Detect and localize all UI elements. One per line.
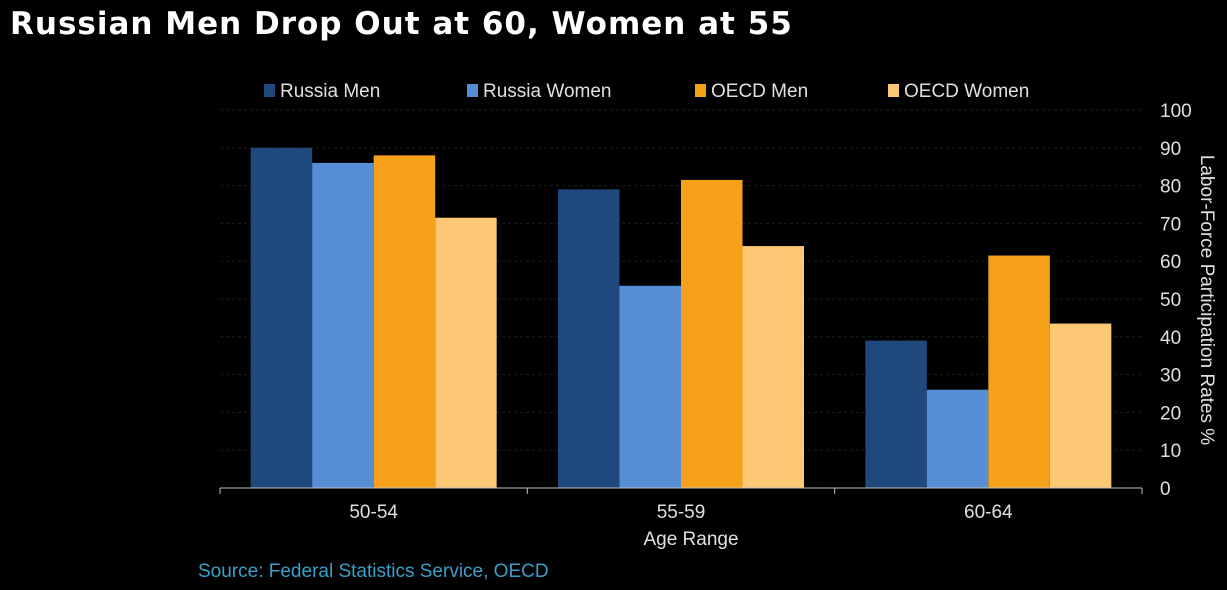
y-tick-label: 60 xyxy=(1160,252,1181,273)
bar-oecd-women-55-59 xyxy=(742,246,804,488)
legend-swatch-russia-women xyxy=(467,84,478,97)
x-tick-label: 50-54 xyxy=(349,502,398,523)
axes: 0 10 20 30 40 50 60 70 80 90 100 50-54 55-59 60-64 Age… xyxy=(219,101,1217,550)
source-note: Source: Federal Statistics Service, OECD xyxy=(198,561,549,582)
legend-label: Russia Women xyxy=(483,81,611,102)
bar-russia-men-55-59 xyxy=(558,189,620,488)
legend-label: OECD Women xyxy=(904,81,1029,102)
legend-label: OECD Men xyxy=(711,81,808,102)
x-tick-label: 55-59 xyxy=(657,502,706,523)
x-tick-label: 60-64 xyxy=(964,502,1013,523)
y-tick-label: 80 xyxy=(1160,177,1181,198)
chart-title: Russian Men Drop Out at 60, Women at 55 xyxy=(10,6,793,42)
bar-oecd-women-60-64 xyxy=(1049,323,1112,488)
legend: Russia Men Russia Women OECD Men OECD Women xyxy=(264,81,1029,102)
bar-oecd-men-60-64 xyxy=(988,255,1050,488)
bar-oecd-men-55-59 xyxy=(681,179,743,488)
y-tick-label: 30 xyxy=(1160,366,1181,387)
y-axis-title: Labor-Force Participation Rates % xyxy=(1196,155,1217,446)
y-tick-label: 20 xyxy=(1160,403,1181,424)
y-tick-label: 10 xyxy=(1160,441,1181,462)
y-tick-label: 40 xyxy=(1160,328,1181,349)
bar-oecd-men-50-54 xyxy=(373,155,436,489)
bar-russia-women-60-64 xyxy=(926,389,989,488)
y-tick-label: 100 xyxy=(1160,101,1192,122)
y-tick-label: 70 xyxy=(1160,214,1181,235)
bar-russia-women-55-59 xyxy=(619,285,681,488)
y-tick-label: 0 xyxy=(1160,479,1171,500)
y-tick-label: 90 xyxy=(1160,139,1181,160)
legend-swatch-oecd-men xyxy=(695,84,706,97)
y-tick-label: 50 xyxy=(1160,290,1181,311)
legend-swatch-oecd-women xyxy=(888,84,899,97)
bar-russia-women-50-54 xyxy=(312,162,374,489)
x-axis-title: Age Range xyxy=(643,529,738,550)
bar-oecd-women-50-54 xyxy=(435,217,497,489)
legend-swatch-russia-men xyxy=(264,84,275,97)
bars xyxy=(250,147,1112,489)
legend-label: Russia Men xyxy=(280,81,380,102)
bar-russia-men-60-64 xyxy=(865,340,927,488)
bar-russia-men-50-54 xyxy=(250,147,313,489)
